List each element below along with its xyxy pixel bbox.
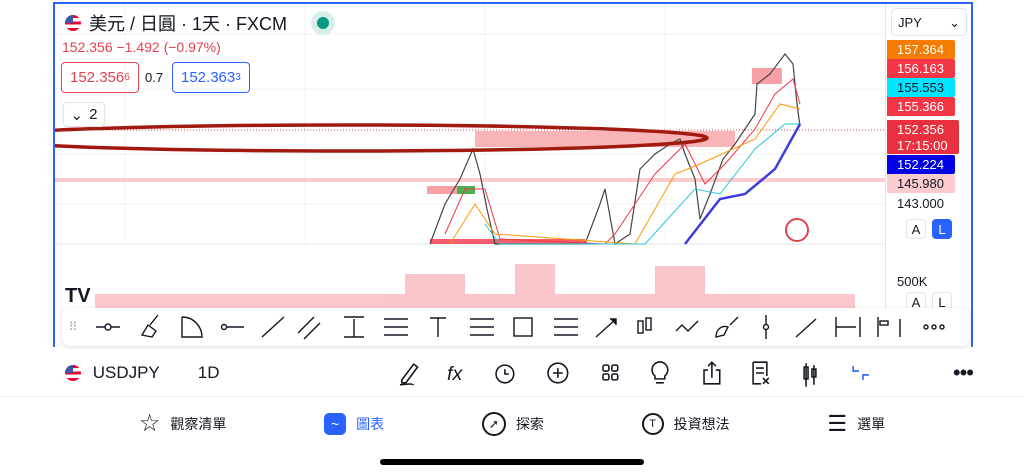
- home-indicator: [380, 459, 644, 465]
- draw-icon[interactable]: [399, 362, 419, 386]
- tv-logo: TV: [65, 285, 91, 307]
- drawing-toolbar: ⠿: [62, 308, 970, 346]
- date-range-icon: [835, 317, 861, 337]
- price-change: 152.356 −1.492 (−0.97%): [62, 39, 221, 55]
- price-label: 152.224: [887, 155, 955, 174]
- vertical-line-icon: [762, 315, 770, 339]
- us-flag-icon: [65, 364, 81, 381]
- cross-line-icon: [96, 323, 120, 331]
- price-axis[interactable]: [885, 4, 971, 314]
- price-label: 155.366: [887, 97, 955, 116]
- indicators-collapse-button[interactable]: ⌄ 2: [63, 102, 105, 127]
- drag-handle-icon[interactable]: ⠿: [68, 320, 78, 334]
- long-position-icon: [637, 317, 652, 334]
- add-icon[interactable]: [546, 361, 568, 384]
- buy-button[interactable]: 152.363 3: [172, 62, 250, 93]
- last-price-label: 152.356 17:15:00: [887, 120, 959, 154]
- chart-type-icon[interactable]: [802, 362, 817, 387]
- compass-icon: ➚: [481, 411, 506, 436]
- fib-retracement-icon: [384, 318, 408, 336]
- share-icon[interactable]: [702, 360, 721, 385]
- horizontal-ray-icon: [220, 323, 244, 331]
- symbol-title[interactable]: 美元 / 日圓 · 1天 · FXCM: [65, 10, 335, 36]
- log-scale-button[interactable]: L: [932, 219, 952, 239]
- chevron-down-icon: ⌄: [949, 15, 960, 30]
- market-status-icon[interactable]: [311, 11, 335, 35]
- arrow-icon: [595, 318, 617, 338]
- tab-chart[interactable]: ~ 圖表: [324, 412, 384, 435]
- watchlist-remove-icon[interactable]: [751, 360, 769, 385]
- interval-button[interactable]: 1D: [197, 362, 220, 382]
- supply-zone: [475, 131, 735, 147]
- bulb-icon: T: [641, 412, 664, 435]
- more-icon: [923, 324, 945, 330]
- currency-select[interactable]: JPY ⌄: [891, 8, 967, 36]
- path-icon: [675, 320, 699, 332]
- support-line: [55, 178, 885, 182]
- hand-drawn-ellipse: [55, 123, 709, 153]
- sell-button[interactable]: 152.356 6: [61, 62, 139, 93]
- fullscreen-exit-icon[interactable]: [851, 365, 869, 380]
- volume-tick: 500K: [897, 274, 928, 289]
- chart-bottom-bar: USDJPY 1D fx •••: [53, 350, 974, 395]
- us-flag-icon: [785, 218, 809, 242]
- brush-icon: [715, 316, 739, 338]
- alert-icon[interactable]: [494, 363, 515, 384]
- rectangle-icon: [513, 317, 533, 337]
- axis-tick: 143.000: [897, 196, 944, 211]
- price-range-icon: [344, 316, 364, 338]
- tab-explore[interactable]: ➚ 探索: [481, 411, 544, 436]
- price-series: [429, 53, 801, 246]
- volume-bars: [95, 264, 855, 308]
- price-label: 155.553: [887, 78, 955, 97]
- price-label: 157.364: [887, 40, 955, 59]
- star-icon: ☆: [138, 410, 161, 437]
- ray-icon: [795, 318, 817, 338]
- tab-ideas[interactable]: T 投資想法: [641, 412, 730, 435]
- menu-icon: ☰: [827, 410, 848, 436]
- tab-menu[interactable]: ☰ 選單: [827, 410, 886, 436]
- tab-watchlist[interactable]: ☆ 觀察清單: [138, 410, 227, 437]
- chart-icon: ~: [324, 412, 347, 435]
- forecast-icon: [877, 317, 901, 337]
- price-chart[interactable]: TV: [55, 4, 885, 310]
- horizontal-lines-icon: [554, 318, 578, 336]
- price-label: 156.163: [887, 59, 955, 78]
- symbol-button[interactable]: USDJPY: [92, 362, 160, 382]
- text-icon: [430, 317, 446, 337]
- more-icon[interactable]: •••: [952, 359, 974, 385]
- chart-frame[interactable]: TV 美元 / 日圓 · 1天 · FXCM 152.356 −1.492 (−…: [53, 2, 973, 347]
- layouts-icon[interactable]: [601, 363, 619, 381]
- highlighter-icon: [140, 314, 159, 338]
- spread: 0.7: [145, 70, 164, 85]
- indicators-icon[interactable]: fx: [447, 362, 463, 384]
- bottom-tab-bar: ☆ 觀察清單 ~ 圖表 ➚ 探索 T 投資想法 ☰ 選單: [0, 396, 1024, 450]
- us-flag-icon: [65, 15, 81, 31]
- chevron-down-icon: ⌄: [70, 106, 84, 124]
- auto-scale-button[interactable]: A: [906, 219, 926, 239]
- parallel-channel-icon: [297, 316, 321, 340]
- ideas-icon[interactable]: [650, 360, 669, 384]
- trend-line-icon: [261, 316, 285, 338]
- price-label: 145.980: [887, 174, 955, 193]
- fib-channel-icon: [470, 318, 494, 336]
- arc-icon: [181, 316, 203, 338]
- drawing-tools[interactable]: [84, 311, 964, 343]
